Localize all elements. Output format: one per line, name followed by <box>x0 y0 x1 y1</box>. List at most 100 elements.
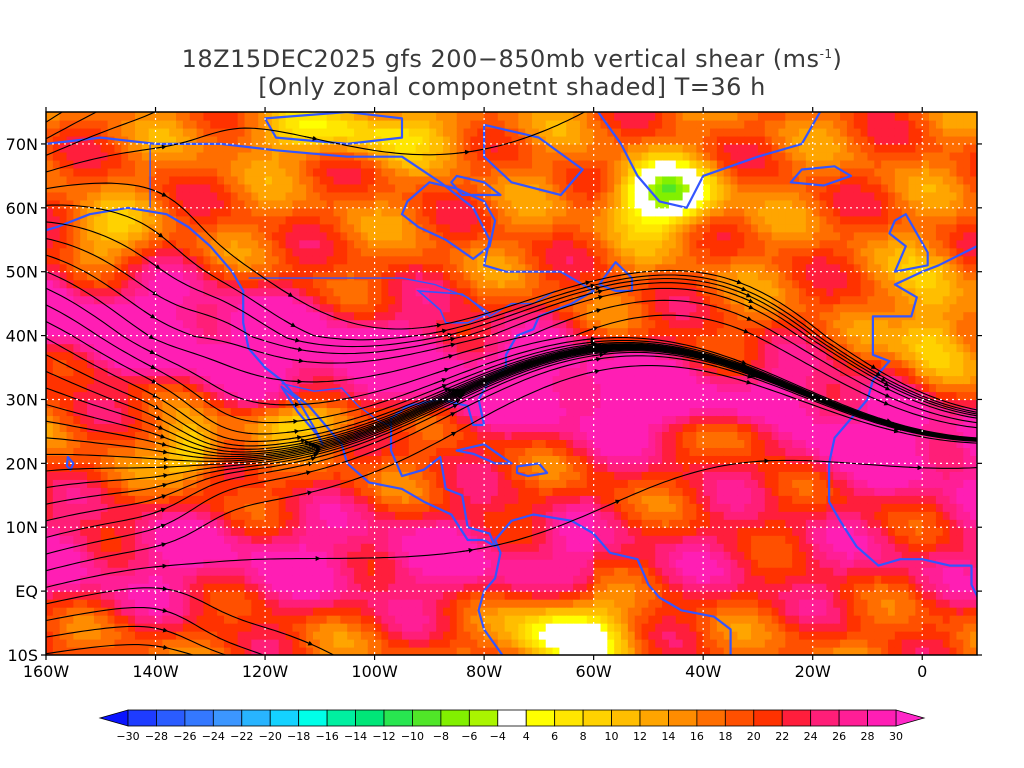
streamline-arrow <box>150 423 164 430</box>
streamline-arrow <box>154 607 168 613</box>
colorbar-label: −8 <box>433 730 449 743</box>
streamline-arrow <box>876 379 890 387</box>
streamline-arrow <box>442 336 456 342</box>
streamline-arrow <box>739 372 753 379</box>
coastline-greenland <box>596 112 822 209</box>
colorbar-label: 16 <box>690 730 704 743</box>
streamline-arrow <box>582 339 596 345</box>
colorbar-swatch <box>184 709 214 727</box>
streamline-arrow <box>596 41 606 46</box>
streamline-arrow <box>289 346 304 352</box>
streamline-arrow <box>144 47 155 50</box>
colorbar-swatch <box>810 709 840 727</box>
streamline <box>46 112 64 123</box>
streamline-arrow <box>154 563 168 569</box>
colorbar-label: 30 <box>889 730 903 743</box>
coastline-great-lakes <box>416 289 492 324</box>
streamline-arrow <box>739 314 753 321</box>
political-border <box>248 277 556 318</box>
colorbar-label: 26 <box>832 730 846 743</box>
coastline-baffin <box>483 123 584 197</box>
streamline-arrow <box>738 291 752 298</box>
streamline-arrow <box>305 452 319 458</box>
colorbar-label: −6 <box>461 730 477 743</box>
streamline-arrow <box>154 627 169 633</box>
colorbar-swatch <box>781 709 812 727</box>
streamline-arrow <box>147 83 157 88</box>
streamline-arrow <box>742 371 756 378</box>
colorbar-label: −10 <box>401 730 424 743</box>
streamline-arrow <box>877 383 891 391</box>
streamline-arrow <box>733 285 747 292</box>
streamline <box>46 351 977 539</box>
streamline-arrow <box>145 287 158 296</box>
streamline-arrow <box>155 473 169 479</box>
coastline-south-america <box>477 513 732 655</box>
streamline-arrow <box>283 319 297 328</box>
coastline-africa-europe <box>828 245 977 599</box>
streamline-arrow <box>296 81 307 83</box>
streamline-arrow <box>142 347 156 355</box>
streamline-arrow <box>143 310 156 319</box>
colorbar-label: −4 <box>490 730 506 743</box>
colorbar-swatch <box>269 709 300 727</box>
colorbar-label: 20 <box>747 730 761 743</box>
streamline-arrow <box>442 342 456 348</box>
colorbar-swatch <box>156 709 186 727</box>
streamline-arrow <box>594 349 609 355</box>
streamline-arrow <box>303 693 313 698</box>
colorbar-high-arrow <box>895 709 926 727</box>
lon-tick-label: 140W <box>132 662 179 681</box>
streamline-arrow <box>597 348 612 354</box>
streamline-arrow <box>149 112 163 115</box>
streamline-arrow <box>295 58 306 60</box>
streamline-arrow <box>448 91 459 92</box>
lat-tick-label: 60N <box>6 199 38 218</box>
streamline-arrow <box>893 754 904 755</box>
lat-tick-label: 10S <box>7 646 38 665</box>
streamline-arrow <box>460 547 474 553</box>
streamline-arrow <box>148 260 161 270</box>
streamline-arrow <box>304 135 318 141</box>
plot-frame <box>45 111 978 656</box>
streamline-arrow <box>589 289 604 295</box>
lat-tick-label: 10N <box>6 518 38 537</box>
colorbar-label: 12 <box>633 730 647 743</box>
streamline-arrow <box>582 283 596 289</box>
colorbar-swatch <box>724 709 755 727</box>
streamline-arrow <box>290 358 304 364</box>
colorbar-label: −20 <box>259 730 282 743</box>
streamline-arrow <box>885 428 900 434</box>
streamline-arrow <box>299 490 313 496</box>
streamline-arrow <box>582 336 596 342</box>
lat-tick-label: 50N <box>6 263 38 282</box>
coastline-newfoundland <box>598 261 634 292</box>
streamline-arrow <box>142 331 155 340</box>
streamline-arrow <box>155 456 169 462</box>
streamline-arrow <box>286 428 300 434</box>
streamline-arrow <box>292 438 307 444</box>
streamline <box>46 204 977 413</box>
streamline-arrow <box>738 379 752 385</box>
coastline-britain <box>888 213 929 273</box>
streamline-arrow <box>436 387 450 394</box>
streamline-arrow <box>729 278 743 285</box>
streamline-arrow <box>596 52 606 57</box>
colorbar-swatch <box>298 709 328 727</box>
streamline-arrow <box>433 328 448 334</box>
colorbar-swatch <box>326 709 356 727</box>
colorbar-swatch <box>867 709 897 727</box>
title-line-2: [Only zonal componetnt shaded] T=36 h <box>258 73 766 101</box>
streamline-arrow <box>289 378 303 384</box>
lon-tick-label: 80W <box>466 662 502 681</box>
streamline <box>46 587 335 655</box>
colorbar-swatch <box>838 709 868 727</box>
coastline-hudson-bay-island <box>450 174 502 197</box>
streamline-arrow <box>296 71 307 73</box>
colorbar-swatch <box>554 709 584 727</box>
streamline-arrow <box>736 327 749 334</box>
coastline-arctic-islands <box>264 112 404 145</box>
streamline <box>46 625 228 655</box>
coastline-hudson-bay <box>400 181 497 261</box>
